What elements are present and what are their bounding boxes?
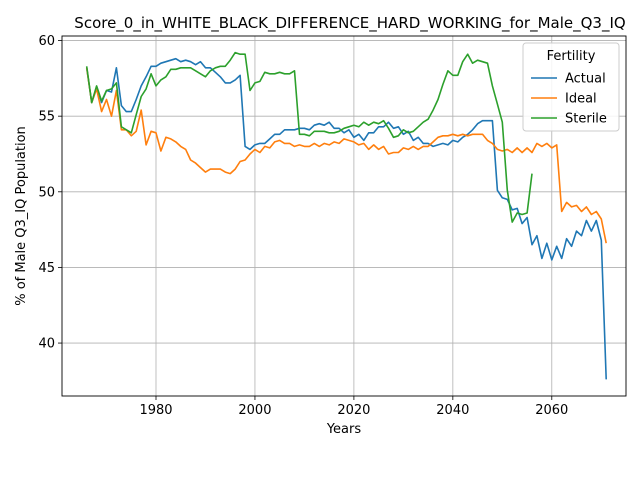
- x-tick-label: 2040: [436, 403, 469, 418]
- x-tick-label: 2020: [337, 403, 370, 418]
- y-tick-label: 40: [38, 337, 55, 352]
- grid-lines: [62, 36, 626, 396]
- series-lines: [85, 51, 607, 380]
- x-tick-label: 2000: [238, 403, 271, 418]
- x-tick-label: 1980: [139, 403, 172, 418]
- legend-items: Actual Ideal Sterile: [531, 72, 607, 127]
- y-tick-label: 60: [38, 34, 55, 49]
- series-line-actual: [85, 57, 607, 380]
- series-line-sterile: [85, 51, 533, 223]
- legend: Fertility Actual Ideal Sterile: [522, 42, 620, 132]
- y-axis-label: % of Male Q3_IQ Population: [14, 126, 29, 306]
- legend-label-ideal: Ideal: [565, 92, 597, 107]
- chart-title: Score_0_in_WHITE_BLACK_DIFFERENCE_HARD_W…: [74, 14, 625, 33]
- legend-label-sterile: Sterile: [565, 112, 607, 127]
- y-axis: 40 45 50 55 60: [38, 34, 62, 352]
- y-tick-label: 50: [38, 185, 55, 200]
- legend-label-actual: Actual: [565, 72, 606, 87]
- plot-frame: [61, 35, 627, 397]
- legend-title: Fertility: [547, 49, 596, 64]
- x-axis: 1980 2000 2020 2040 2060: [139, 396, 568, 418]
- y-tick-label: 55: [38, 110, 55, 125]
- y-tick-label: 45: [38, 261, 55, 276]
- legend-box: [522, 42, 620, 132]
- x-axis-label: Years: [326, 422, 362, 437]
- series-line-ideal: [85, 67, 607, 244]
- x-tick-label: 2060: [535, 403, 568, 418]
